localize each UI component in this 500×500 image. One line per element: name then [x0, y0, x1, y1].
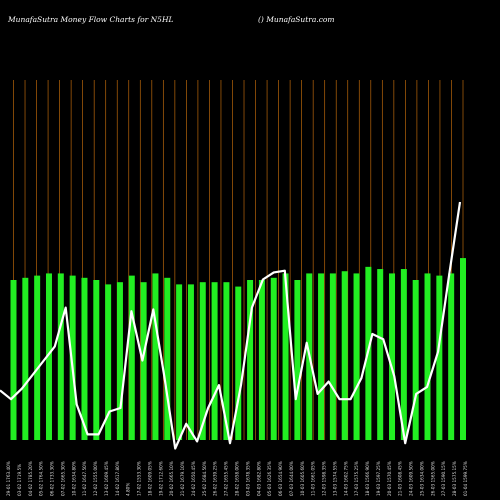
x-tick-label: 14-03 1602.75%	[343, 461, 348, 496]
x-tick-label: 11-02 1647.50%	[82, 461, 87, 496]
x-tick-label: 11-03 1661.05%	[311, 461, 316, 496]
x-tick-label: 12-03 1598.35%	[322, 461, 327, 496]
money-flow-bar	[436, 275, 443, 440]
x-tick-label: 24-03 1609.50%	[409, 461, 414, 496]
x-tick-label: 13-03 1574.55%	[332, 461, 337, 496]
money-flow-bar	[176, 284, 183, 440]
x-tick-label: 01-04 1599.75%	[463, 461, 468, 496]
money-flow-bars	[10, 258, 466, 440]
x-tick-label: 07-02 1665.30%	[60, 461, 65, 496]
x-tick-label: 05-02 1764.50%	[39, 461, 44, 496]
x-tick-label: 29-01 1763.40%	[6, 461, 11, 496]
x-tick-label: 03-02 1719.5%	[17, 464, 22, 496]
x-tick-label: 17-03 1575.25%	[354, 461, 359, 496]
money-flow-bar	[294, 280, 301, 440]
money-flow-bar	[400, 269, 407, 440]
money-flow-bar	[45, 273, 52, 440]
money-flow-bar	[329, 273, 336, 440]
x-tick-label: 19-02 1712.60%	[158, 461, 163, 496]
money-flow-bar	[34, 275, 41, 440]
x-tick-label: 18-03 1566.90%	[365, 461, 370, 496]
x-axis-tick-labels: 29-01 1763.40% 03-02 1719.5% 04-02 1785.20…	[6, 461, 468, 496]
x-tick-label: 27-03 1590.15%	[441, 461, 446, 496]
x-tick-label: 25-02 1684.50%	[202, 461, 207, 496]
money-flow-bar	[341, 271, 348, 440]
chart-title: MunafaSutra Money Flow Charts for N5HL	[8, 15, 174, 24]
money-flow-bar	[353, 273, 360, 440]
x-tick-label: 12-02 1555.00%	[93, 461, 98, 496]
money-flow-bar	[377, 269, 384, 440]
copyright-text: () MunafaSutra.com	[258, 15, 335, 24]
x-tick-label: 24-02 1650.45%	[191, 461, 196, 496]
money-flow-bar	[282, 273, 289, 440]
money-flow-bar	[412, 280, 419, 440]
money-flow-bar	[22, 277, 29, 440]
x-tick-label: 05-03 1626.35%	[267, 461, 272, 496]
x-tick-label: 06-02 1733.30%	[50, 461, 55, 496]
money-flow-bar	[211, 282, 218, 440]
money-flow-bar	[105, 284, 112, 440]
money-flow-bar	[223, 282, 230, 440]
x-tick-label: 13-02 1609.45%	[104, 461, 109, 496]
x-tick-label: 03-03 1678.35%	[245, 461, 250, 496]
x-tick-label: 19-03 1597.25%	[376, 461, 381, 496]
x-tick-label: 14-02 1617.80%	[115, 461, 120, 496]
money-flow-bar	[57, 273, 64, 440]
x-tick-label: 18-02 1609.05%	[148, 461, 153, 496]
x-tick-label: 07-03 1644.00%	[289, 461, 294, 496]
price-line	[0, 201, 462, 450]
x-tick-label: 04-03 1682.80%	[256, 461, 261, 496]
x-tick-label: 28-03 1575.15%	[452, 461, 457, 496]
x-tick-label: 26-03 1565.00%	[430, 461, 435, 496]
money-flow-bar	[152, 273, 159, 440]
x-tick-label: 21-02 1679.10%	[180, 461, 185, 496]
money-flow-bar	[69, 275, 76, 440]
money-flow-bar	[389, 273, 396, 440]
x-tick-label: 4.80%	[126, 483, 131, 496]
x-tick-label: 28-02 1658.00%	[235, 461, 240, 496]
money-flow-bar	[247, 280, 254, 440]
gridlines	[13, 80, 464, 440]
x-tick-label: 20-02 1665.10%	[169, 461, 174, 496]
x-tick-label: 04-02 1785.20%	[28, 461, 33, 496]
money-flow-bar	[460, 258, 466, 440]
money-flow-bar	[199, 282, 206, 440]
money-flow-bar	[128, 275, 135, 440]
x-tick-label: 21-03 1608.45%	[398, 461, 403, 496]
money-flow-bar	[258, 280, 265, 440]
money-flow-bar	[116, 282, 123, 440]
money-flow-bar	[93, 280, 100, 440]
money-flow-bar	[448, 273, 455, 440]
money-flow-bar	[424, 273, 431, 440]
money-flow-bar	[270, 277, 277, 440]
x-tick-label: 10-03 1605.60%	[300, 461, 305, 496]
x-tick-label: 27-02 1655.45%	[224, 461, 229, 496]
money-flow-bar	[235, 286, 242, 440]
x-tick-label: 26-02 1639.25%	[213, 461, 218, 496]
x-tick-label: 10-02 1634.80%	[71, 461, 76, 496]
money-flow-bar	[187, 284, 194, 440]
x-tick-label: 17-02 1553.30%	[137, 461, 142, 496]
x-tick-label: 25-03 1634.00%	[420, 461, 425, 496]
money-flow-bar	[81, 277, 88, 440]
money-flow-bar	[140, 282, 147, 440]
money-flow-bar	[164, 277, 171, 440]
x-tick-label: 20-03 1570.45%	[387, 461, 392, 496]
money-flow-bar	[10, 280, 17, 440]
money-flow-bar	[318, 273, 325, 440]
x-tick-label: 06-03 1654.90%	[278, 461, 283, 496]
